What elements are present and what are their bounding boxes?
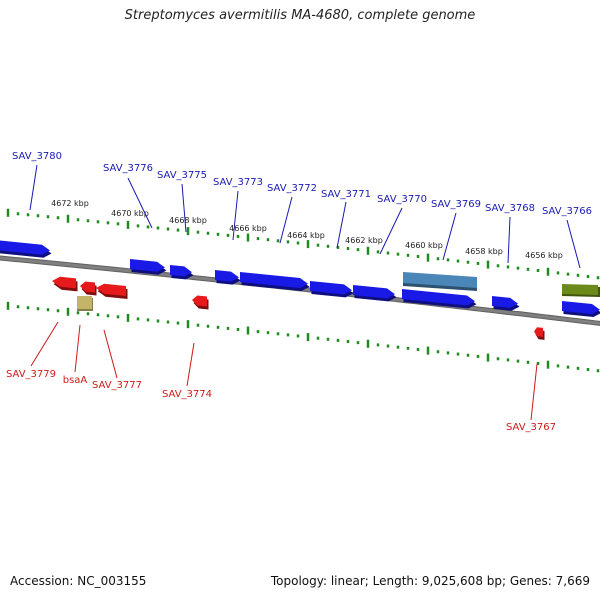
reverse-gene-label: SAV_3777	[92, 380, 142, 391]
scale-label: 4664 kbp	[287, 231, 325, 240]
forward-gene-label: SAV_3768	[485, 203, 535, 214]
scale-label: 4662 kbp	[345, 236, 383, 245]
forward-gene-label: SAV_3769	[431, 199, 481, 210]
forward-gene-leader	[181, 183, 187, 233]
forward-gene-arrow	[170, 265, 192, 277]
map-title: Streptomyces avermitilis MA-4680, comple…	[124, 8, 476, 23]
reverse-gene-label: SAV_3779	[6, 369, 56, 380]
reverse-gene-leader	[103, 329, 118, 379]
scale-label: 4670 kbp	[111, 209, 149, 218]
forward-gene-arrow	[130, 259, 165, 272]
rna-gene	[403, 272, 477, 288]
forward-gene-leader	[232, 190, 239, 241]
forward-gene-leader	[566, 219, 581, 269]
forward-gene-label: SAV_3776	[103, 163, 153, 174]
scale-label: 4658 kbp	[465, 247, 503, 256]
forward-gene-leader	[336, 201, 347, 249]
forward-gene-leader	[379, 207, 403, 255]
forward-gene-label: SAV_3775	[157, 170, 207, 181]
forward-gene-label: SAV_3772	[267, 183, 317, 194]
forward-gene-leader	[442, 212, 457, 261]
reverse-gene-leader	[74, 324, 81, 373]
reverse-gene-arrow	[52, 276, 76, 289]
forward-gene-leader	[29, 164, 38, 211]
forward-gene-label: SAV_3771	[321, 189, 371, 200]
forward-gene-arrow	[402, 289, 475, 306]
scale-label: 4660 kbp	[405, 241, 443, 250]
forward-gene-label: SAV_3780	[12, 151, 62, 162]
reverse-gene-label: SAV_3774	[162, 389, 212, 400]
forward-gene-arrow	[215, 270, 239, 282]
reverse-gene-arrow	[534, 327, 543, 337]
olive-gene	[562, 284, 598, 295]
scale-label: 4666 kbp	[229, 224, 267, 233]
forward-gene-leader	[127, 177, 153, 229]
scale-label: 4656 kbp	[525, 251, 563, 260]
reverse-gene-leader	[530, 363, 538, 421]
forward-gene-leader	[279, 196, 293, 244]
forward-gene-label: SAV_3770	[377, 194, 427, 205]
reverse-gene-arrow	[192, 295, 207, 307]
tan-gene	[77, 296, 92, 309]
forward-gene-arrow	[562, 301, 600, 314]
forward-gene-arrow	[0, 240, 50, 255]
reverse-gene-leader	[186, 342, 195, 387]
forward-gene-arrow	[492, 296, 518, 308]
accession-text: Accession: NC_003155	[10, 574, 147, 588]
genome-summary-text: Topology: linear; Length: 9,025,608 bp; …	[270, 574, 590, 588]
scale-label: 4668 kbp	[169, 216, 207, 225]
reverse-gene-arrow	[96, 283, 126, 296]
reverse-gene-label: bsaA	[63, 375, 88, 386]
scale-label: 4672 kbp	[51, 199, 89, 208]
forward-gene-label: SAV_3766	[542, 206, 592, 217]
forward-gene-arrow	[353, 285, 395, 299]
reverse-gene-arrow	[80, 281, 95, 293]
reverse-gene-label: SAV_3767	[506, 422, 556, 433]
forward-gene-leader	[507, 216, 511, 264]
forward-gene-arrow	[240, 272, 308, 288]
reverse-gene-leader	[30, 321, 59, 367]
forward-gene-arrow	[310, 281, 352, 295]
forward-gene-label: SAV_3773	[213, 177, 263, 188]
